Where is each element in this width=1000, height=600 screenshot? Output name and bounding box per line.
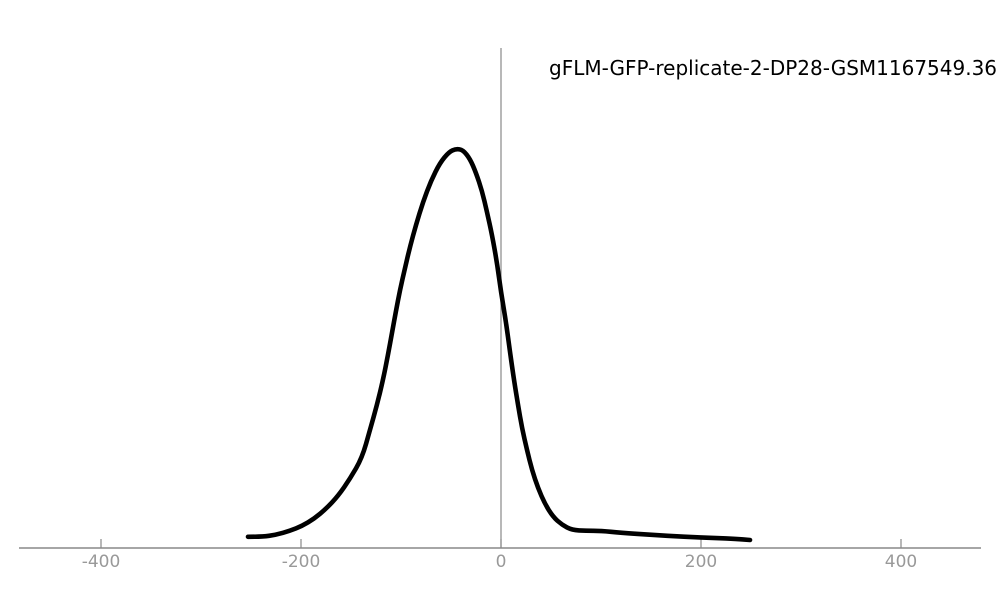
- x-tick-label--400: -400: [81, 552, 121, 572]
- x-tick-label-200: 200: [684, 552, 718, 572]
- x-tick-label--200: -200: [281, 552, 321, 572]
- x-tick-label-0: 0: [495, 552, 507, 572]
- density-curve: [245, 146, 753, 543]
- chart-title: gFLM-GFP-replicate-2-DP28-GSM1167549.36: [549, 56, 998, 80]
- x-tick-label-400: 400: [884, 552, 918, 572]
